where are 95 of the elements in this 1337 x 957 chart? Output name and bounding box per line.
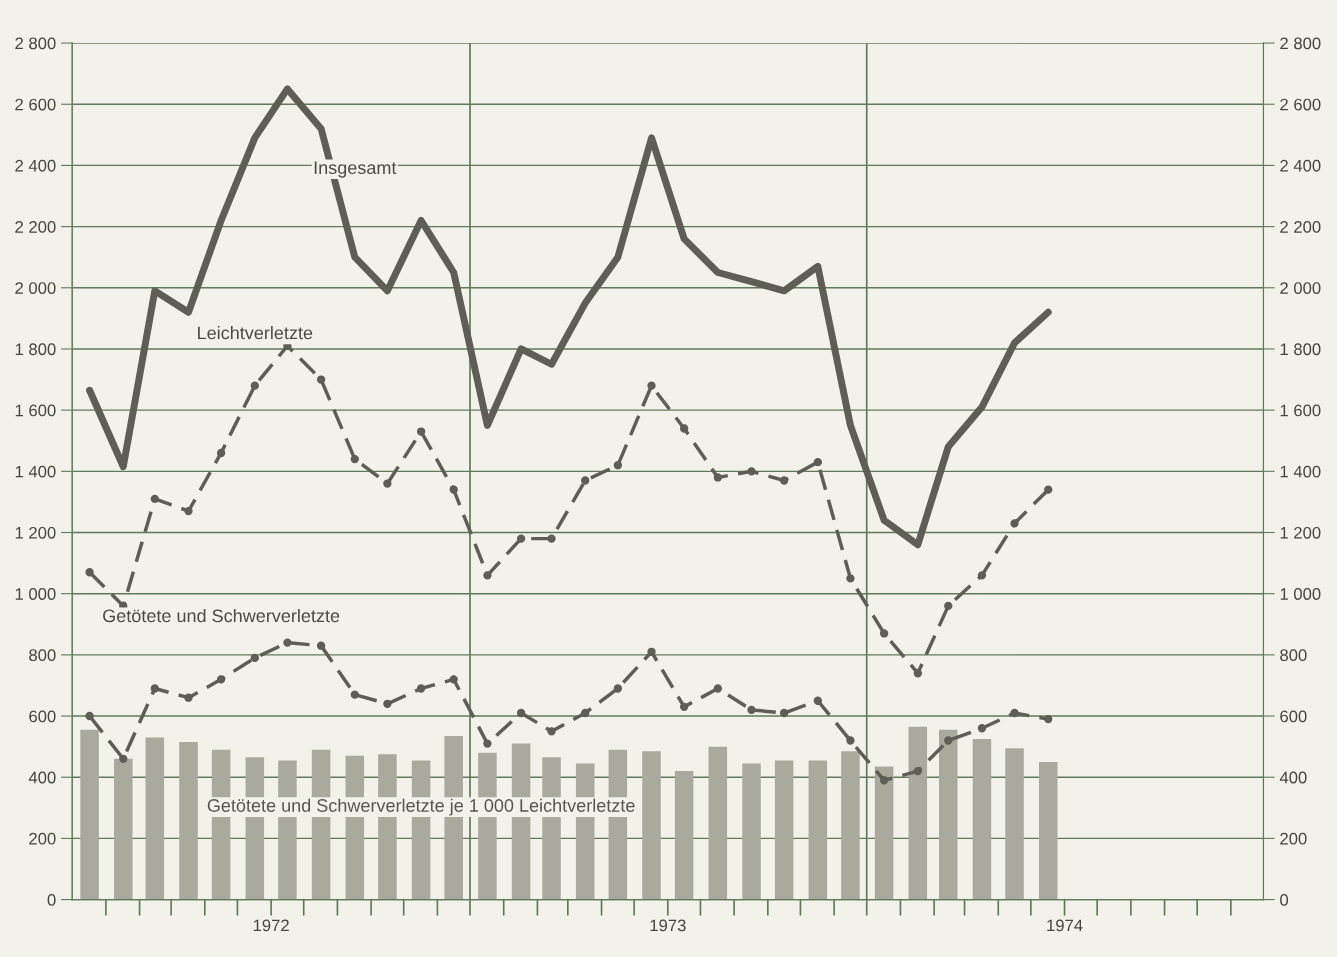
point <box>779 476 789 485</box>
y2-tick-label: 0 <box>1280 893 1289 906</box>
y-tick-label: 1 200 <box>15 526 56 539</box>
point <box>449 675 458 684</box>
point <box>813 696 822 705</box>
point <box>581 476 590 485</box>
point <box>713 473 722 482</box>
y-tick-label: 800 <box>29 649 56 662</box>
point <box>85 711 94 721</box>
point <box>1044 485 1053 494</box>
point <box>547 534 556 543</box>
point <box>581 708 590 718</box>
y2-tick-label: 200 <box>1280 832 1307 845</box>
point <box>813 457 822 467</box>
point <box>350 690 359 699</box>
point <box>713 684 722 693</box>
y-tick-label: 600 <box>29 710 56 723</box>
point <box>846 736 855 745</box>
y2-tick-label: 2 600 <box>1280 98 1321 111</box>
point <box>150 494 159 504</box>
point <box>977 724 987 733</box>
point <box>250 653 259 663</box>
y2-tick-label: 1 400 <box>1280 465 1321 478</box>
point <box>1010 708 1019 718</box>
point <box>150 684 159 693</box>
y-tick-label: 1 600 <box>15 404 56 417</box>
y-tick-label: 1 000 <box>15 588 56 600</box>
y-tick-label: 2 600 <box>15 98 56 111</box>
point <box>350 454 359 464</box>
point <box>846 574 855 583</box>
point <box>613 684 623 693</box>
point <box>1044 714 1053 724</box>
y2-tick-label: 1 600 <box>1280 404 1321 417</box>
point <box>416 684 426 693</box>
point <box>779 708 789 718</box>
y2-tick-label: 1 000 <box>1280 588 1321 600</box>
y2-tick-label: 2 400 <box>1280 159 1321 172</box>
y-tick-label: 2 800 <box>15 37 56 50</box>
point <box>483 739 492 748</box>
point <box>1010 519 1019 528</box>
point <box>879 629 889 638</box>
y2-tick-label: 1 800 <box>1280 343 1321 356</box>
y-tick-label: 0 <box>47 893 56 906</box>
y2-tick-label: 2 200 <box>1280 221 1321 233</box>
series-label: Insgesamt <box>314 161 397 178</box>
y2-tick-label: 800 <box>1280 649 1307 662</box>
point <box>516 708 526 718</box>
point <box>416 427 426 436</box>
point <box>184 693 193 702</box>
y-tick-label: 2 400 <box>15 159 56 172</box>
point <box>613 461 623 470</box>
point <box>283 638 292 647</box>
y-tick-label: 1 800 <box>15 343 56 356</box>
point <box>913 766 922 776</box>
series-label: Leichtverletzte <box>198 326 313 340</box>
point <box>449 485 458 494</box>
point <box>383 699 392 708</box>
series-label: Getötete und Schwerverletzte je 1 000 Leichtverletzte <box>207 798 635 816</box>
y2-tick-label: 600 <box>1280 710 1307 723</box>
y2-tick-label: 400 <box>1279 771 1307 784</box>
y-tick-label: 200 <box>29 832 56 845</box>
x-tick-label: 1973 <box>650 919 686 932</box>
point <box>483 571 492 580</box>
x-tick-label: 1972 <box>253 919 289 932</box>
point <box>913 669 922 678</box>
y2-tick-label: 2 800 <box>1280 37 1321 50</box>
x-tick-label: 1974 <box>1047 919 1083 932</box>
point <box>747 705 756 715</box>
point <box>547 727 556 736</box>
point <box>944 601 953 611</box>
y-tick-label: 1 400 <box>15 465 56 478</box>
y-tick-label: 2 000 <box>15 282 56 294</box>
point <box>383 479 392 488</box>
point <box>516 534 526 543</box>
point <box>119 754 128 764</box>
point <box>679 702 689 712</box>
point <box>944 736 953 745</box>
y2-tick-label: 2 000 <box>1280 282 1321 294</box>
point <box>647 647 656 656</box>
point <box>216 448 226 458</box>
series-label: Getötete und Schwerverletzte <box>103 608 340 623</box>
point <box>250 381 259 390</box>
y-tick-label: 2 200 <box>15 221 56 233</box>
point <box>977 571 987 580</box>
point <box>647 381 656 390</box>
point <box>679 424 689 433</box>
point <box>316 375 326 384</box>
point <box>85 568 94 577</box>
point <box>747 467 756 476</box>
y-tick-label: 400 <box>28 771 56 784</box>
y2-tick-label: 1 200 <box>1280 526 1321 539</box>
point <box>316 641 326 650</box>
point <box>216 675 226 684</box>
point <box>184 506 193 516</box>
point <box>879 776 889 785</box>
